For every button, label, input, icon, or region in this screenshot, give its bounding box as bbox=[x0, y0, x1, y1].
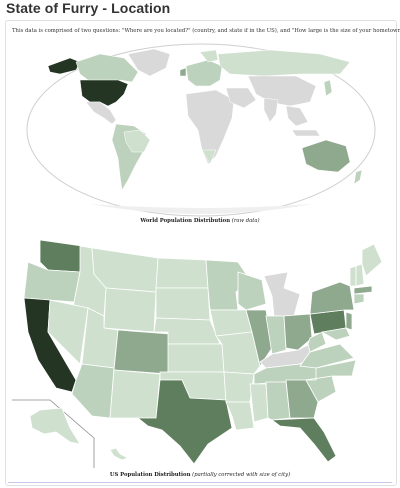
country-south-africa bbox=[201, 149, 217, 165]
country-australia bbox=[301, 139, 351, 173]
country-brazil bbox=[123, 129, 151, 153]
state-connecticut bbox=[353, 293, 365, 305]
state-michigan bbox=[263, 271, 301, 317]
country-scandinavia bbox=[199, 49, 219, 63]
state-georgia bbox=[285, 379, 319, 419]
us-map bbox=[12, 239, 383, 468]
state-new-jersey bbox=[345, 311, 353, 331]
state-iowa bbox=[209, 309, 253, 337]
state-ohio bbox=[283, 313, 313, 351]
country-usa bbox=[79, 79, 129, 107]
state-new-mexico bbox=[109, 369, 161, 419]
us-map-caption-title: US Population Distribution bbox=[109, 472, 191, 478]
state-alabama bbox=[265, 381, 291, 421]
country-canada bbox=[75, 53, 139, 87]
state-mississippi bbox=[249, 383, 269, 423]
world-map-caption-title: World Population Distribution bbox=[140, 218, 231, 224]
country-alaska bbox=[47, 57, 81, 75]
state-south-dakota bbox=[155, 287, 211, 321]
world-map bbox=[26, 43, 376, 217]
country-middle-east bbox=[225, 87, 257, 109]
state-arkansas bbox=[223, 371, 255, 403]
state-louisiana bbox=[225, 401, 255, 431]
country-india bbox=[263, 97, 279, 123]
state-wisconsin bbox=[237, 271, 267, 311]
state-maryland bbox=[320, 327, 351, 341]
state-alaska bbox=[29, 407, 81, 445]
us-map-caption: US Population Distribution (partially co… bbox=[0, 472, 400, 478]
country-japan bbox=[323, 79, 333, 97]
state-arizona bbox=[71, 363, 115, 419]
page-title: State of Furry - Location bbox=[6, 0, 171, 16]
alaska-inset-border bbox=[12, 399, 95, 468]
state-north-carolina bbox=[305, 359, 357, 381]
state-vermont bbox=[349, 265, 357, 287]
state-florida bbox=[270, 417, 337, 463]
state-virginia bbox=[299, 343, 355, 369]
state-massachusetts bbox=[353, 285, 373, 295]
state-new-hampshire bbox=[355, 263, 365, 287]
state-kansas bbox=[167, 343, 225, 373]
state-new-york bbox=[309, 281, 355, 315]
country-se-asia bbox=[285, 105, 309, 127]
world-map-caption: World Population Distribution (raw data) bbox=[0, 218, 400, 224]
state-maine bbox=[361, 243, 383, 277]
country-mexico bbox=[85, 101, 117, 125]
state-indiana bbox=[265, 315, 287, 355]
antarctica bbox=[90, 204, 312, 214]
country-africa bbox=[185, 89, 235, 165]
panel-divider bbox=[8, 482, 392, 483]
us-map-caption-note: (partially corrected with size of city) bbox=[192, 472, 291, 478]
state-nevada bbox=[47, 299, 89, 365]
state-colorado bbox=[113, 329, 171, 375]
state-texas bbox=[136, 379, 233, 465]
state-wyoming bbox=[103, 287, 157, 333]
country-uk bbox=[179, 67, 187, 77]
intro-text: This data is comprised of two questions:… bbox=[12, 28, 400, 34]
state-washington bbox=[39, 239, 83, 273]
state-illinois bbox=[245, 309, 273, 367]
country-greenland bbox=[127, 48, 171, 77]
state-north-dakota bbox=[155, 257, 209, 289]
state-hawaii bbox=[109, 447, 130, 461]
world-map-caption-note: (raw data) bbox=[231, 218, 260, 224]
country-russia bbox=[217, 49, 351, 77]
country-indonesia bbox=[291, 129, 321, 137]
country-new-zealand bbox=[353, 169, 363, 185]
